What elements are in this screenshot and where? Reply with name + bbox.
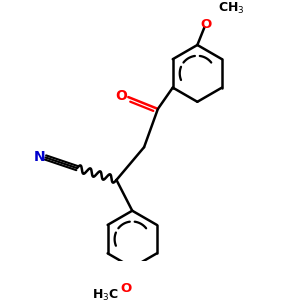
Text: H$_3$C: H$_3$C <box>92 288 119 300</box>
Text: N: N <box>34 150 46 164</box>
Text: O: O <box>200 18 212 31</box>
Text: O: O <box>116 89 128 103</box>
Text: CH$_3$: CH$_3$ <box>218 1 245 16</box>
Text: O: O <box>121 282 132 295</box>
